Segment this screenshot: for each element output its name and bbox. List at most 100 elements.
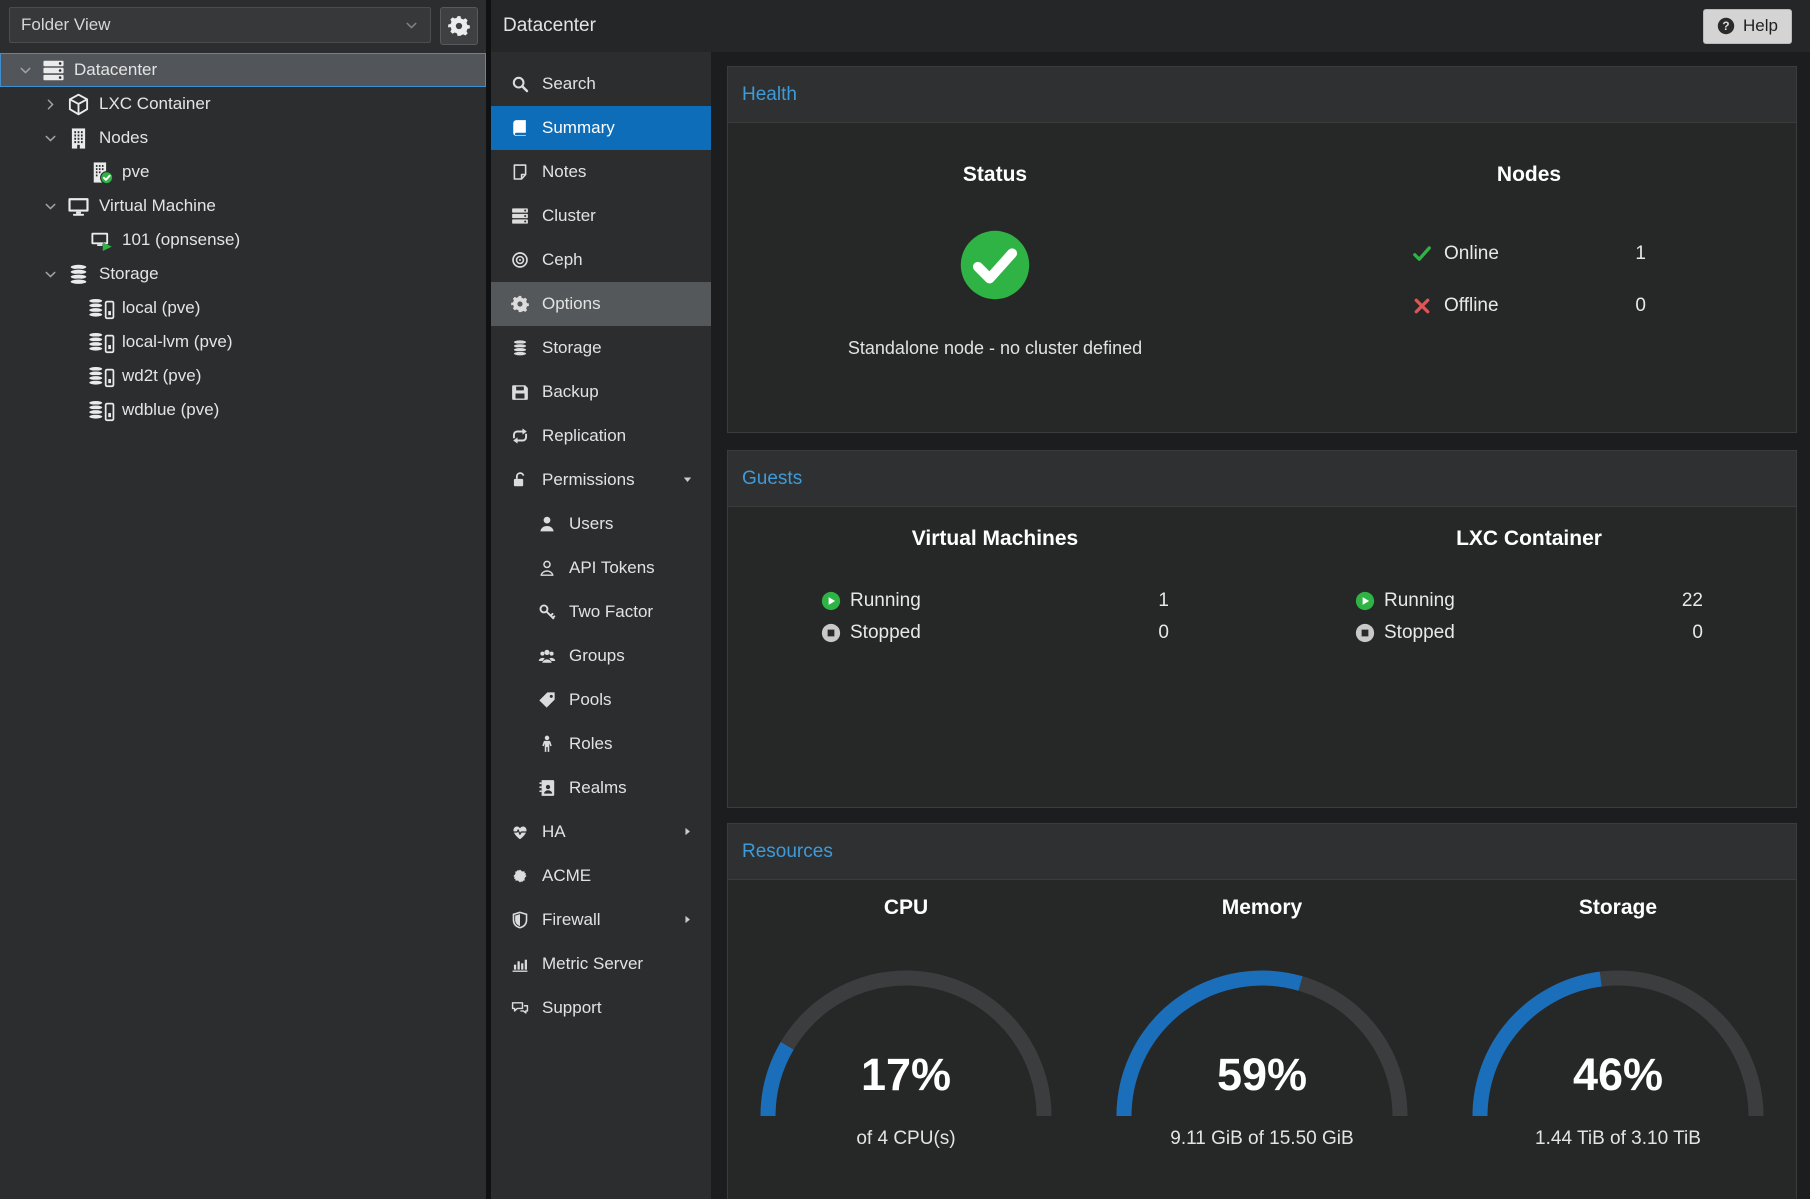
tree-item-nodes[interactable]: Nodes — [0, 121, 486, 155]
guest-state-label: Stopped — [850, 622, 921, 644]
nodes-rows: Online1Offline0 — [1412, 239, 1646, 343]
menu-item-realms[interactable]: Realms — [491, 766, 711, 810]
menu-item-support[interactable]: Support — [491, 986, 711, 1030]
resource-heading: CPU — [884, 896, 928, 926]
guest-state-label: Running — [1384, 590, 1455, 612]
menu-item-search[interactable]: Search — [491, 62, 711, 106]
resource-column-cpu: CPU 17% of 4 CPU(s) — [728, 880, 1084, 1199]
menu-item-label: HA — [542, 822, 566, 842]
menu-item-two-factor[interactable]: Two Factor — [491, 590, 711, 634]
search-icon — [511, 75, 539, 93]
status-ok-icon — [959, 229, 1031, 306]
menu-item-metric-server[interactable]: Metric Server — [491, 942, 711, 986]
tree-item-label: pve — [122, 162, 149, 182]
tree-item-wdblue-pve[interactable]: wdblue (pve) — [0, 393, 486, 427]
tree-item-local-pve[interactable]: local (pve) — [0, 291, 486, 325]
db-card-icon — [86, 297, 117, 320]
tree-item-datacenter[interactable]: Datacenter — [0, 53, 486, 87]
menu-item-groups[interactable]: Groups — [491, 634, 711, 678]
menu-item-label: Firewall — [542, 910, 601, 930]
chevron-right-icon[interactable] — [38, 97, 63, 112]
menu-item-firewall[interactable]: Firewall — [491, 898, 711, 942]
caret-down-icon — [681, 473, 694, 486]
menu-item-backup[interactable]: Backup — [491, 370, 711, 414]
svg-text:46%: 46% — [1573, 1049, 1663, 1100]
menu-item-ceph[interactable]: Ceph — [491, 238, 711, 282]
menu-item-notes[interactable]: Notes — [491, 150, 711, 194]
menu-item-api-tokens[interactable]: API Tokens — [491, 546, 711, 590]
menu-item-permissions[interactable]: Permissions — [491, 458, 711, 502]
menu-item-label: Search — [542, 74, 596, 94]
address-book-icon — [538, 779, 566, 797]
building-check-icon — [86, 161, 117, 184]
menu-item-roles[interactable]: Roles — [491, 722, 711, 766]
guests-column-heading: LXC Container — [1456, 527, 1602, 557]
menu-item-label: Metric Server — [542, 954, 643, 974]
badge-icon — [511, 867, 539, 885]
menu-item-users[interactable]: Users — [491, 502, 711, 546]
memory-usage-gauge: 59% — [1112, 966, 1412, 1124]
svg-text:59%: 59% — [1217, 1049, 1307, 1100]
menu-item-acme[interactable]: ACME — [491, 854, 711, 898]
guest-count: 22 — [1682, 590, 1703, 612]
chevron-down-icon[interactable] — [38, 199, 63, 214]
tree-item-virtual-machine[interactable]: Virtual Machine — [0, 189, 486, 223]
menu-item-label: Realms — [569, 778, 627, 798]
menu-item-options[interactable]: Options — [491, 282, 711, 326]
chevron-down-icon[interactable] — [38, 267, 63, 282]
resource-tree: DatacenterLXC ContainerNodes pve Virtual M… — [0, 50, 486, 427]
resource-heading: Memory — [1222, 896, 1303, 926]
menu-item-summary[interactable]: Summary — [491, 106, 711, 150]
guests-column-lxc-container: LXC ContainerRunning22Stopped0 — [1262, 507, 1796, 807]
tree-item-101-opnsense[interactable]: 101 (opnsense) — [0, 223, 486, 257]
help-button[interactable]: ? Help — [1703, 9, 1792, 44]
menu-item-label: Support — [542, 998, 602, 1018]
tree-item-storage[interactable]: Storage — [0, 257, 486, 291]
menu-item-cluster[interactable]: Cluster — [491, 194, 711, 238]
resource-capacity-label: of 4 CPU(s) — [856, 1128, 955, 1150]
desktop-icon — [63, 195, 94, 218]
tree-item-label: Storage — [99, 264, 159, 284]
menu-item-storage[interactable]: Storage — [491, 326, 711, 370]
chevron-down-icon — [404, 18, 419, 33]
server-icon — [511, 207, 539, 225]
shield-icon — [511, 911, 539, 929]
menu-item-label: API Tokens — [569, 558, 655, 578]
tree-item-lxc-container[interactable]: LXC Container — [0, 87, 486, 121]
node-status-row-online: Online1 — [1412, 239, 1646, 269]
chevron-down-icon[interactable] — [13, 63, 38, 78]
status-heading: Status — [963, 163, 1027, 193]
question-icon: ? — [1717, 17, 1735, 35]
menu-item-label: Replication — [542, 426, 626, 446]
tree-item-local-lvm-pve[interactable]: local-lvm (pve) — [0, 325, 486, 359]
guests-panel-title: Guests — [742, 468, 802, 490]
breadcrumb: Datacenter — [503, 15, 596, 37]
view-selector[interactable]: Folder View — [9, 7, 431, 43]
menu-item-ha[interactable]: HA — [491, 810, 711, 854]
menu-item-label: Two Factor — [569, 602, 653, 622]
menu-item-pools[interactable]: Pools — [491, 678, 711, 722]
play-circle-icon — [1355, 591, 1384, 611]
menu-item-label: Pools — [569, 690, 612, 710]
tree-item-wd2t-pve[interactable]: wd2t (pve) — [0, 359, 486, 393]
resources-panel-body: CPU17%of 4 CPU(s)Memory59%9.11 GiB of 15… — [728, 880, 1796, 1199]
cpu-usage-gauge: 17% — [756, 966, 1056, 1124]
chart-icon — [511, 955, 539, 973]
server-icon — [38, 59, 69, 82]
person-icon — [538, 735, 566, 753]
tree-item-label: 101 (opnsense) — [122, 230, 240, 250]
guests-rows: Running1Stopped0 — [821, 587, 1169, 651]
tree-settings-button[interactable] — [440, 7, 478, 45]
tree-item-pve[interactable]: pve — [0, 155, 486, 189]
heartbeat-icon — [511, 823, 539, 841]
menu-item-replication[interactable]: Replication — [491, 414, 711, 458]
guest-row-running: Running1 — [821, 587, 1169, 615]
nodes-heading: Nodes — [1497, 163, 1561, 193]
ceph-icon — [511, 251, 539, 269]
nodes-column: Nodes Online1Offline0 — [1262, 123, 1796, 432]
chevron-down-icon[interactable] — [38, 131, 63, 146]
menu-item-label: Groups — [569, 646, 625, 666]
guests-column-heading: Virtual Machines — [912, 527, 1079, 557]
cross-icon — [1412, 296, 1444, 316]
node-status-count: 1 — [1635, 243, 1646, 265]
